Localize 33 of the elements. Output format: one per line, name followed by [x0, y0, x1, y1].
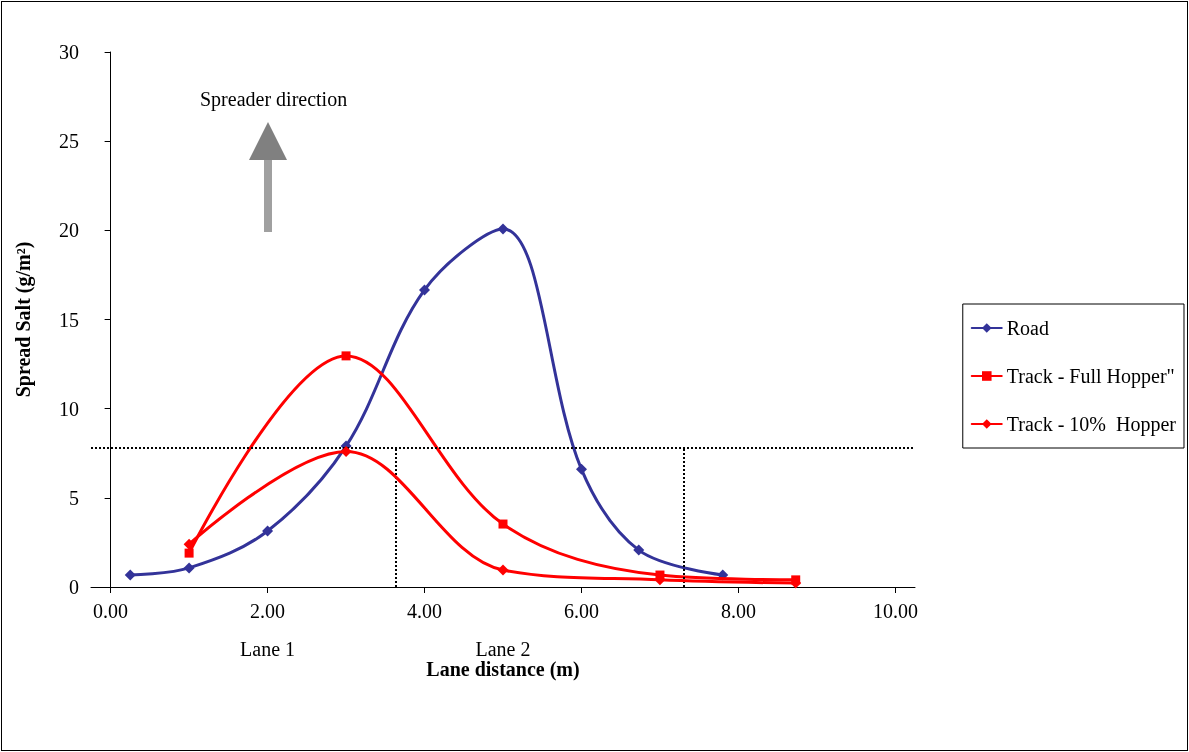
y-tick-label: 5	[69, 486, 79, 509]
y-axis-title: Spread Salt (g/m²)	[12, 241, 35, 398]
y-tick-label: 10	[59, 397, 79, 420]
point	[184, 548, 194, 558]
legend-label: Track - Full Hopper"	[1006, 365, 1175, 388]
x-axis-title: Lane distance (m)	[426, 658, 580, 681]
y-tick-label: 25	[59, 130, 79, 153]
x-tick-label: 2.00	[250, 600, 286, 622]
y-tick-label: 30	[59, 41, 79, 63]
point	[183, 562, 195, 574]
annotation: Spreader direction	[200, 88, 348, 111]
y-tick-label: 0	[69, 576, 79, 598]
point	[497, 223, 509, 235]
point	[419, 284, 431, 296]
point	[575, 463, 587, 475]
x-tick-label: 8.00	[720, 600, 756, 622]
x-tick-label: 0.00	[93, 600, 129, 622]
point	[341, 351, 351, 361]
point	[262, 525, 274, 537]
point	[497, 564, 509, 576]
point	[340, 445, 352, 457]
x-tick-label: 10.00	[872, 600, 918, 622]
y-tick-label: 20	[59, 219, 79, 242]
legend-label: Road	[1006, 317, 1049, 339]
point	[633, 544, 645, 556]
text: Lane 1	[240, 638, 296, 660]
x-tick-label: 4.00	[407, 600, 443, 622]
legend-label: Track - 10% Hopper	[1006, 413, 1177, 436]
x-tick-label: 6.00	[563, 600, 599, 622]
text: Lane 2	[475, 638, 531, 660]
point	[124, 569, 136, 581]
y-tick-label: 15	[59, 308, 79, 331]
point	[498, 519, 508, 529]
